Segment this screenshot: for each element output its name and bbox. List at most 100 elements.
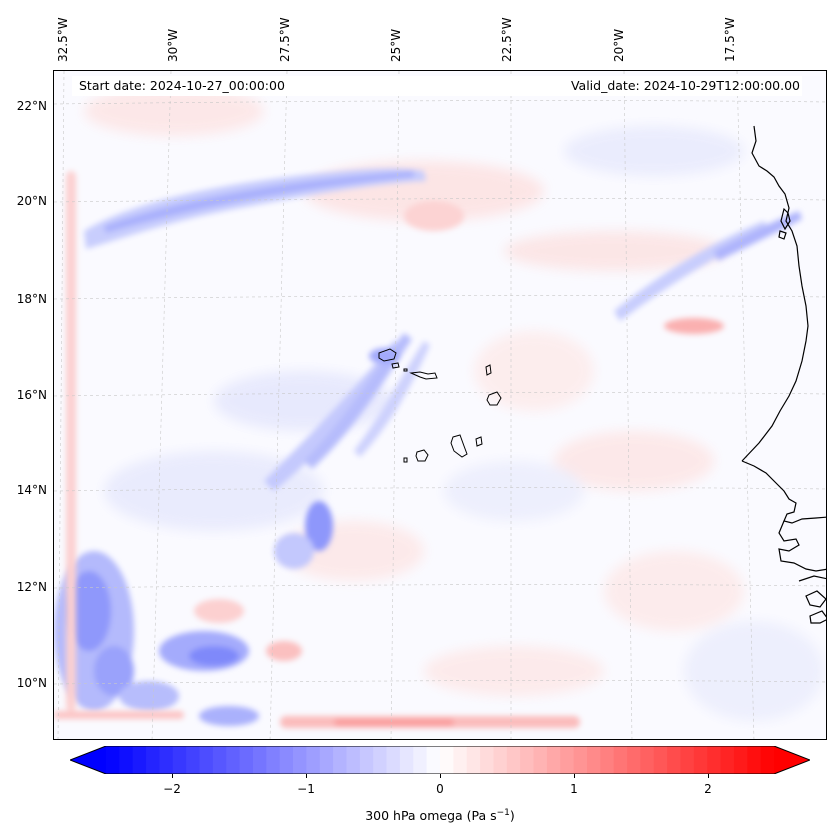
colorbar [70, 746, 810, 774]
colorbar-swatch [266, 746, 281, 774]
cb-tickmark-0 [440, 774, 441, 778]
colorbar-swatch [560, 746, 575, 774]
colorbar-swatch [413, 746, 428, 774]
colorbar-swatch [573, 746, 588, 774]
lat-label-16n: 16°N [16, 388, 47, 402]
africa-coastline [741, 125, 826, 624]
colorbar-swatch [119, 746, 134, 774]
colorbar-swatch [359, 746, 374, 774]
cb-tickmark-neg2 [172, 774, 173, 778]
colorbar-swatch [733, 746, 748, 774]
lat-label-12n: 12°N [16, 580, 47, 594]
colorbar-swatch [493, 746, 508, 774]
colorbar-swatch [667, 746, 681, 774]
colorbar-label-exponent: −1 [496, 808, 510, 818]
lat-label-22n: 22°N [16, 99, 47, 113]
lon-label-30w: 30°W [166, 28, 180, 62]
omega-field-map [54, 71, 826, 739]
colorbar-swatch [239, 746, 254, 774]
gridlines [54, 71, 826, 739]
map-panel [53, 70, 827, 740]
lon-label-25w: 25°W [389, 28, 403, 62]
colorbar-swatch [627, 746, 641, 774]
colorbar-swatch [146, 746, 160, 774]
colorbar-swatch [293, 746, 307, 774]
colorbar-swatch [747, 746, 762, 774]
lon-label-22-5w: 22.5°W [500, 17, 514, 62]
colorbar-swatch [693, 746, 708, 774]
lat-label-20n: 20°N [16, 194, 47, 208]
colorbar-swatch [172, 746, 187, 774]
colorbar-swatch [653, 746, 668, 774]
colorbar-swatch [586, 746, 601, 774]
colorbar-swatch [106, 746, 120, 774]
colorbar-swatch [306, 746, 321, 774]
colorbar-label: 300 hPa omega (Pa s−1) [0, 808, 837, 823]
field-red-bands [54, 171, 724, 728]
lat-label-18n: 18°N [16, 292, 47, 306]
colorbar-extend-min [70, 746, 106, 774]
lat-label-14n: 14°N [16, 483, 47, 497]
valid-date-label: Valid_date: 2024-10-29T12:00:00.00 [570, 78, 800, 93]
colorbar-swatch [453, 746, 468, 774]
colorbar-swatch [426, 746, 441, 774]
cb-tick-0: 0 [436, 782, 444, 796]
cb-tick-neg2: −2 [163, 782, 181, 796]
island-brava [403, 457, 408, 463]
island-santo-antao [378, 348, 397, 362]
colorbar-swatch [386, 746, 401, 774]
colorbar-swatch [546, 746, 561, 774]
island-santiago [450, 434, 468, 458]
colorbar-swatch [760, 746, 775, 774]
lon-label-32-5w: 32.5°W [56, 17, 70, 62]
lon-label-17-5w: 17.5°W [723, 17, 737, 62]
field-weak-anomalies [84, 86, 824, 721]
colorbar-swatch [680, 746, 695, 774]
colorbar-swatch [279, 746, 294, 774]
colorbar-swatch [440, 746, 454, 774]
colorbar-swatch [640, 746, 655, 774]
colorbar-label-text: 300 hPa omega (Pa s [365, 808, 497, 824]
colorbar-swatch [707, 746, 722, 774]
colorbar-swatch [212, 746, 227, 774]
colorbar-swatch [159, 746, 174, 774]
colorbar-swatch [373, 746, 388, 774]
colorbar-swatch [132, 746, 147, 774]
lon-label-20w: 20°W [612, 28, 626, 62]
colorbar-swatch [346, 746, 361, 774]
island-sao-nicolau [409, 371, 438, 380]
island-boa-vista [486, 391, 502, 406]
field-blue-bands [84, 168, 802, 491]
cb-tickmark-2 [708, 774, 709, 778]
colorbar-swatch [506, 746, 521, 774]
colorbar-swatch [186, 746, 201, 774]
island-maio [475, 436, 483, 447]
colorbar-swatch [613, 746, 628, 774]
colorbar-swatch [399, 746, 414, 774]
colorbar-swatch [520, 746, 535, 774]
cb-tick-1: 1 [570, 782, 578, 796]
cape-verde-islands [378, 348, 502, 463]
island-sao-vicente [391, 362, 400, 369]
lat-label-10n: 10°N [16, 676, 47, 690]
island-santa-luzia [403, 368, 408, 372]
colorbar-swatch [600, 746, 615, 774]
colorbar-swatch [319, 746, 334, 774]
cb-tick-2: 2 [704, 782, 712, 796]
cb-tick-neg1: −1 [297, 782, 315, 796]
cb-tickmark-neg1 [306, 774, 307, 778]
lon-label-27-5w: 27.5°W [278, 17, 292, 62]
colorbar-swatch [252, 746, 267, 774]
colorbar-swatch [199, 746, 214, 774]
cb-tickmark-1 [574, 774, 575, 778]
colorbar-swatch [720, 746, 735, 774]
colorbar-swatch [333, 746, 347, 774]
island-fogo [415, 449, 429, 462]
colorbar-label-close: ) [509, 808, 515, 824]
colorbar-swatch [480, 746, 494, 774]
colorbar-extend-max [774, 746, 810, 774]
date-banner [72, 76, 802, 96]
colorbar-swatches [70, 746, 810, 774]
colorbar-swatch [226, 746, 241, 774]
start-date-label: Start date: 2024-10-27_00:00:00 [79, 78, 285, 93]
